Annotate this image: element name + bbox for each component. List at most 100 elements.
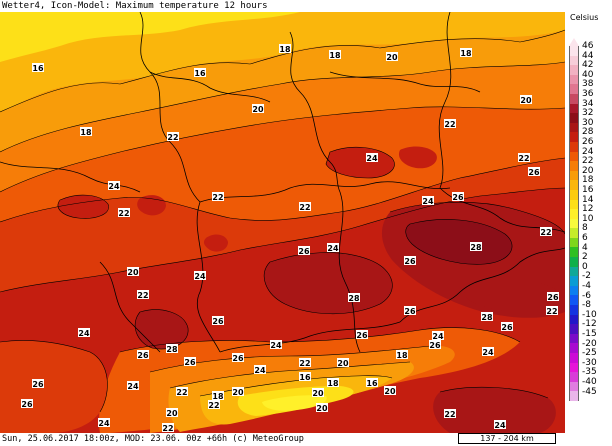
zone-16-north — [0, 12, 565, 112]
isotherm-label: 24 — [327, 243, 339, 253]
legend-label: -4 — [582, 281, 591, 291]
svg-text:18: 18 — [460, 49, 472, 58]
legend-swatch — [569, 122, 579, 133]
isotherm-label: 22 — [137, 290, 149, 300]
svg-text:22: 22 — [540, 228, 551, 237]
svg-text:26: 26 — [32, 380, 44, 389]
legend-swatch — [569, 372, 579, 382]
isotherm-label: 26 — [547, 292, 559, 302]
isotherm-label: 26 — [429, 340, 441, 350]
zone-30-east — [405, 219, 513, 265]
isotherm-label: 26 — [452, 192, 464, 202]
color-legend: Celsius 46 44 42 40 38 36 34 32 30 28 26 24 22 20 18 16… — [565, 12, 612, 433]
isotherm-label: 20 — [520, 95, 532, 105]
isotherm-label: 18 — [396, 350, 408, 360]
isotherm-label: 20 — [312, 388, 324, 398]
legend-colorbar — [569, 46, 579, 401]
legend-swatch — [569, 228, 579, 238]
legend-swatch — [569, 305, 579, 315]
legend-label: -30 — [582, 357, 597, 368]
svg-text:22: 22 — [208, 401, 219, 410]
legend-label: 44 — [582, 50, 594, 61]
legend-label: 28 — [582, 127, 594, 138]
zone-24-south-west — [0, 340, 108, 433]
svg-text:22: 22 — [444, 120, 455, 129]
svg-text:24: 24 — [194, 272, 206, 281]
isotherm-label: 28 — [481, 312, 493, 322]
isotherm-label: 20 — [337, 358, 349, 368]
isotherm-label: 24 — [254, 365, 266, 375]
legend-label: 26 — [582, 137, 594, 147]
svg-text:24: 24 — [270, 341, 282, 350]
isotherm-label: 24 — [98, 418, 110, 428]
legend-label: -35 — [582, 367, 597, 378]
zone-12-alps — [262, 395, 327, 411]
zone-26-pocket-b — [398, 146, 437, 169]
temperature-map[interactable]: 16 16 18 18 20 18 20 18 20 22 22 24 22 26 24 22 24 26 22 22… — [0, 12, 565, 433]
isotherm-label: 26 — [501, 322, 513, 332]
svg-text:26: 26 — [452, 193, 464, 202]
isotherm-label: 22 — [299, 202, 311, 212]
svg-text:20: 20 — [127, 268, 139, 277]
legend-swatch — [569, 381, 579, 392]
svg-text:26: 26 — [528, 168, 540, 177]
isotherm-label: 20 — [252, 104, 264, 114]
legend-swatch — [569, 113, 579, 123]
isotherm-label: 26 — [356, 330, 368, 340]
legend-swatch — [569, 218, 579, 229]
legend-label: 20 — [582, 165, 594, 176]
legend-label: 34 — [582, 98, 594, 109]
legend-label: 8 — [582, 223, 588, 234]
zone-26-pocket-d — [137, 195, 166, 216]
isotherm-label: 20 — [232, 387, 244, 397]
legend-unit: Celsius — [570, 13, 599, 22]
isotherm-label: 22 — [444, 119, 456, 129]
svg-text:24: 24 — [494, 421, 506, 430]
isotherm-label: 26 — [528, 167, 540, 177]
svg-text:22: 22 — [176, 388, 187, 397]
isotherm-label: 16 — [299, 372, 311, 382]
isotherm-label: 22 — [118, 208, 130, 218]
zone-28-central — [264, 252, 393, 314]
svg-text:18: 18 — [279, 45, 291, 54]
isotherm-label: 26 — [212, 316, 224, 326]
legend-label: 0 — [582, 261, 588, 272]
isotherm-label: 26 — [32, 379, 44, 389]
svg-text:22: 22 — [299, 203, 310, 212]
svg-text:24: 24 — [78, 329, 90, 338]
isotherm-label: 16 — [32, 63, 44, 73]
legend-swatch — [569, 84, 579, 94]
svg-text:24: 24 — [366, 154, 378, 163]
isotherm-label: 20 — [386, 52, 398, 62]
isotherm-label: 20 — [316, 403, 328, 413]
svg-text:22: 22 — [118, 209, 129, 218]
svg-text:26: 26 — [501, 323, 513, 332]
svg-text:22: 22 — [518, 154, 529, 163]
svg-text:28: 28 — [481, 313, 493, 322]
legend-swatch — [569, 46, 579, 56]
svg-text:28: 28 — [470, 243, 482, 252]
legend-label: 2 — [582, 252, 588, 263]
svg-text:16: 16 — [366, 379, 378, 388]
svg-text:20: 20 — [384, 387, 396, 396]
legend-label: 6 — [582, 233, 588, 243]
legend-label: 12 — [582, 204, 594, 215]
legend-swatch — [569, 132, 579, 142]
legend-swatch — [569, 295, 579, 306]
legend-label: -25 — [582, 348, 597, 359]
legend-swatch — [569, 237, 579, 248]
zone-14-north — [0, 12, 300, 62]
svg-text:20: 20 — [232, 388, 244, 397]
legend-swatch — [569, 276, 579, 286]
svg-text:20: 20 — [386, 53, 398, 62]
zone-28-south-east — [464, 278, 560, 314]
legend-swatch — [569, 141, 579, 152]
svg-text:26: 26 — [212, 317, 224, 326]
isotherm-label: 24 — [482, 347, 494, 357]
svg-text:26: 26 — [356, 331, 368, 340]
isotherm-label: 26 — [404, 256, 416, 266]
legend-label: 22 — [582, 156, 594, 167]
svg-text:26: 26 — [547, 293, 559, 302]
svg-text:28: 28 — [166, 345, 178, 354]
svg-text:24: 24 — [127, 382, 139, 391]
